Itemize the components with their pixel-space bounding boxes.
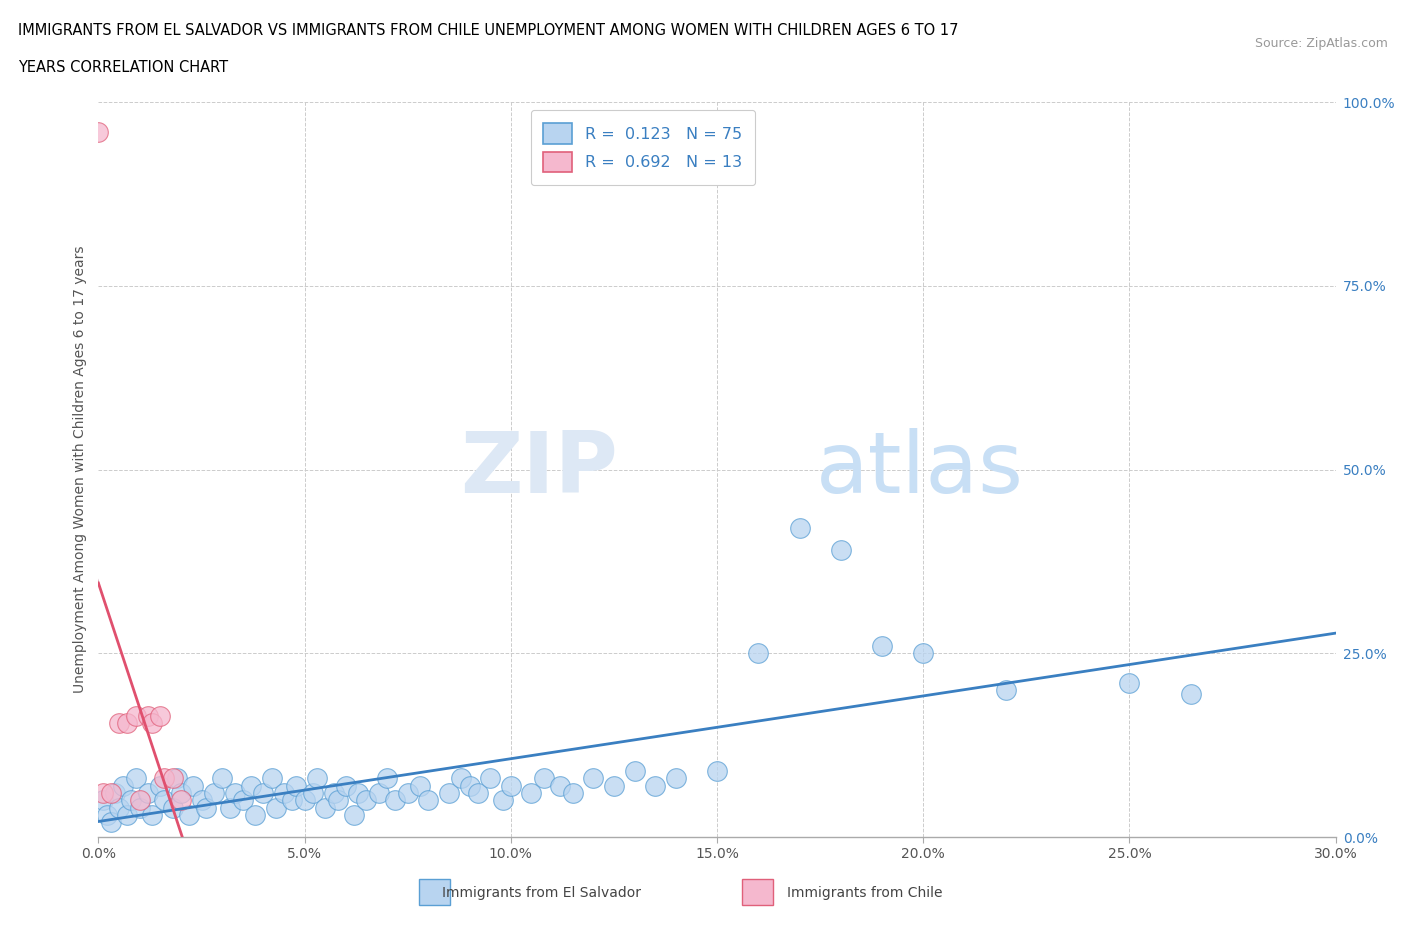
- Point: [108, 800, 131, 815]
- Point: [170, 786, 193, 801]
- Point: [117, 716, 139, 731]
- Point: [153, 771, 176, 786]
- Point: [166, 771, 188, 786]
- Point: [533, 771, 555, 786]
- Point: [418, 792, 440, 807]
- Point: [112, 778, 135, 793]
- Bar: [742, 879, 773, 905]
- Point: [326, 792, 349, 807]
- Point: [202, 786, 225, 801]
- Point: [141, 716, 163, 731]
- Point: [561, 786, 583, 801]
- Point: [491, 792, 513, 807]
- Point: [232, 792, 254, 807]
- Point: [830, 543, 852, 558]
- Text: Immigrants from El Salvador: Immigrants from El Salvador: [441, 885, 641, 900]
- Point: [96, 807, 118, 822]
- Point: [356, 792, 378, 807]
- Point: [520, 786, 543, 801]
- Point: [153, 792, 176, 807]
- Point: [273, 786, 295, 801]
- Point: [1118, 675, 1140, 690]
- Point: [294, 792, 316, 807]
- Point: [149, 709, 172, 724]
- Point: [243, 807, 266, 822]
- Point: [100, 815, 122, 830]
- Point: [305, 771, 328, 786]
- Point: [870, 639, 893, 654]
- Point: [644, 778, 666, 793]
- Point: [409, 778, 432, 793]
- Point: [912, 645, 935, 660]
- Bar: [419, 879, 450, 905]
- Point: [994, 683, 1017, 698]
- Point: [314, 800, 336, 815]
- Point: [124, 709, 146, 724]
- Point: [211, 771, 233, 786]
- Point: [437, 786, 460, 801]
- Point: [479, 771, 502, 786]
- Point: [789, 521, 811, 536]
- Point: [87, 125, 110, 140]
- Point: [706, 764, 728, 778]
- Point: [264, 800, 287, 815]
- Point: [91, 792, 114, 807]
- Point: [367, 786, 389, 801]
- Point: [375, 771, 398, 786]
- Point: [162, 800, 184, 815]
- Point: [100, 786, 122, 801]
- Point: [149, 778, 172, 793]
- Point: [162, 771, 184, 786]
- Text: IMMIGRANTS FROM EL SALVADOR VS IMMIGRANTS FROM CHILE UNEMPLOYMENT AMONG WOMEN WI: IMMIGRANTS FROM EL SALVADOR VS IMMIGRANT…: [18, 23, 959, 38]
- Point: [91, 786, 114, 801]
- Point: [219, 800, 242, 815]
- Point: [120, 792, 142, 807]
- Point: [335, 778, 357, 793]
- Point: [240, 778, 263, 793]
- Point: [194, 800, 217, 815]
- Point: [104, 786, 127, 801]
- Point: [582, 771, 605, 786]
- Point: [170, 792, 193, 807]
- Point: [128, 800, 150, 815]
- Text: ZIP: ZIP: [460, 428, 619, 512]
- Point: [224, 786, 246, 801]
- Point: [128, 792, 150, 807]
- Point: [117, 807, 139, 822]
- Point: [467, 786, 489, 801]
- Point: [499, 778, 522, 793]
- Point: [181, 778, 204, 793]
- Point: [281, 792, 304, 807]
- Point: [136, 786, 159, 801]
- Point: [347, 786, 370, 801]
- Point: [260, 771, 283, 786]
- Point: [343, 807, 366, 822]
- Point: [141, 807, 163, 822]
- Point: [322, 786, 344, 801]
- Y-axis label: Unemployment Among Women with Children Ages 6 to 17 years: Unemployment Among Women with Children A…: [73, 246, 87, 694]
- Point: [458, 778, 481, 793]
- Point: [550, 778, 572, 793]
- Point: [623, 764, 645, 778]
- Point: [302, 786, 325, 801]
- Text: Source: ZipAtlas.com: Source: ZipAtlas.com: [1254, 37, 1388, 50]
- Point: [136, 709, 159, 724]
- Point: [603, 778, 626, 793]
- Text: Immigrants from Chile: Immigrants from Chile: [787, 885, 942, 900]
- Point: [285, 778, 308, 793]
- Text: YEARS CORRELATION CHART: YEARS CORRELATION CHART: [18, 60, 228, 75]
- Point: [190, 792, 212, 807]
- Point: [396, 786, 419, 801]
- Point: [747, 645, 769, 660]
- Point: [252, 786, 274, 801]
- Point: [450, 771, 472, 786]
- Point: [384, 792, 406, 807]
- Legend: R =  0.123   N = 75, R =  0.692   N = 13: R = 0.123 N = 75, R = 0.692 N = 13: [530, 111, 755, 185]
- Point: [108, 716, 131, 731]
- Text: atlas: atlas: [815, 428, 1024, 512]
- Point: [1180, 686, 1202, 701]
- Point: [665, 771, 688, 786]
- Point: [124, 771, 146, 786]
- Point: [179, 807, 201, 822]
